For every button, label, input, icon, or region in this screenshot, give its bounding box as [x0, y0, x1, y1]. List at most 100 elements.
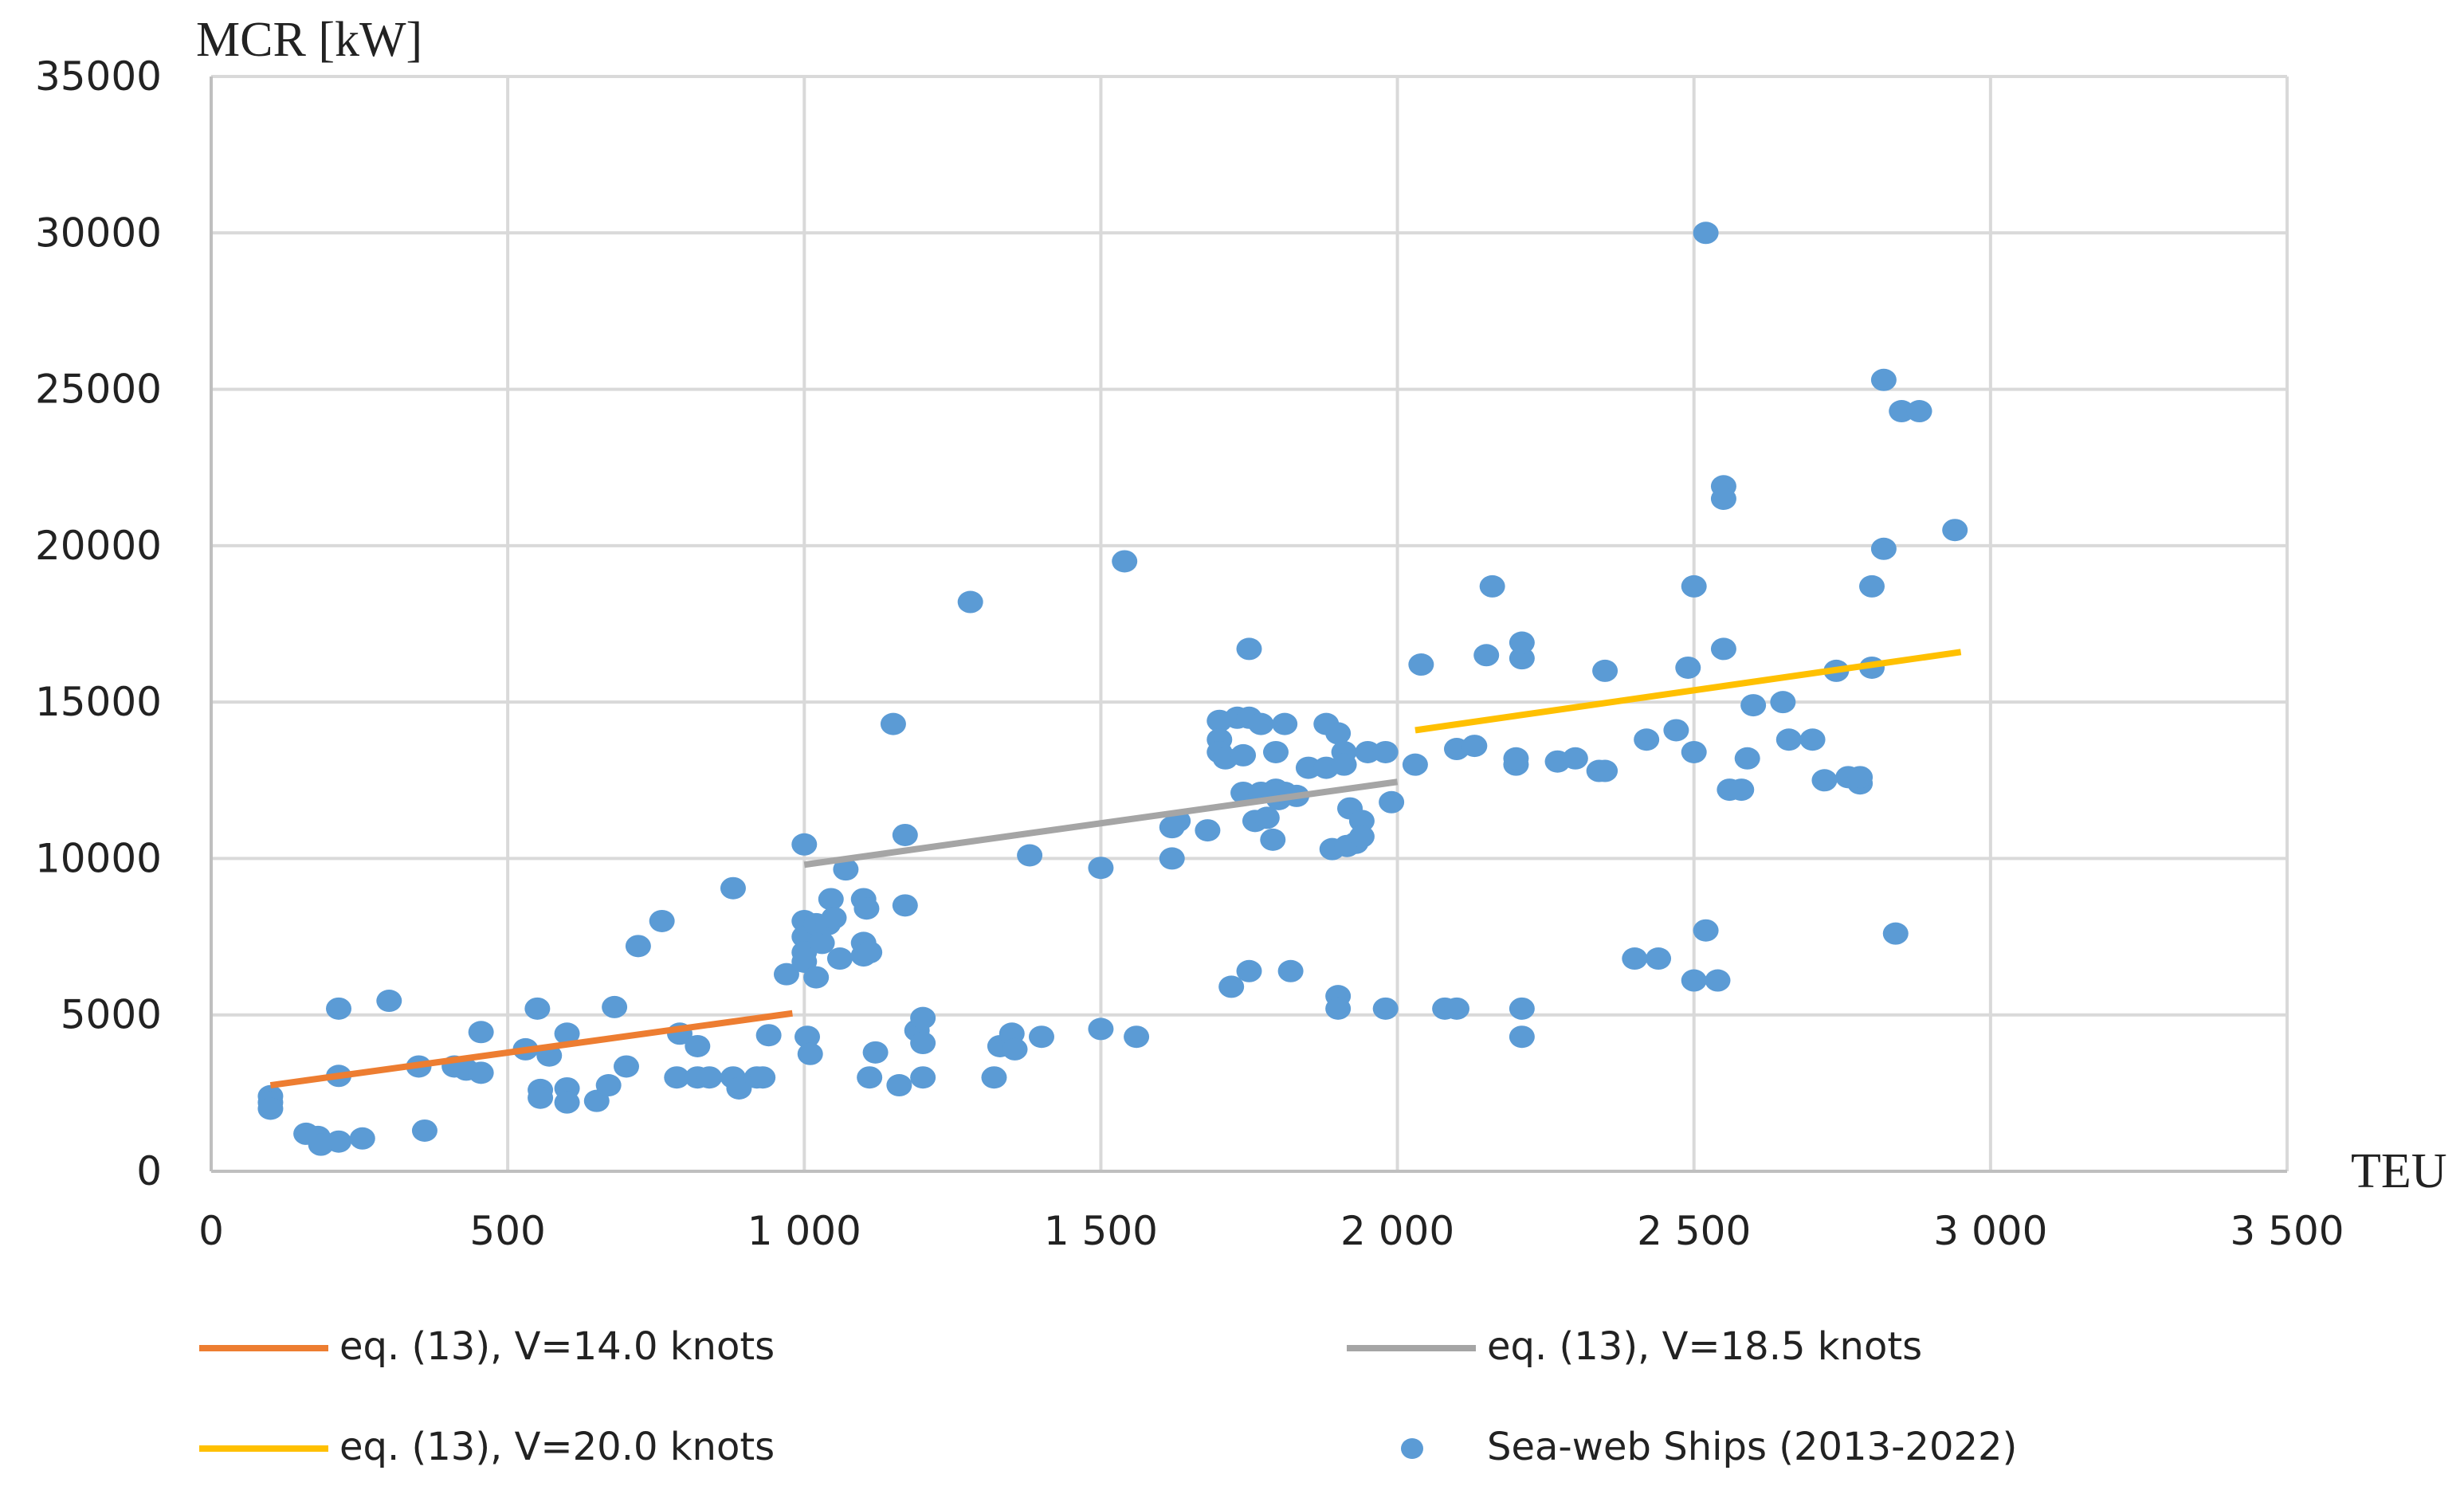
- data-point-80: [1088, 1018, 1114, 1041]
- data-point-156: [1693, 222, 1719, 245]
- data-point-169: [1811, 769, 1838, 792]
- data-point-56: [826, 947, 853, 970]
- x-tick-label-0: 0: [198, 1208, 224, 1254]
- data-point-180: [1906, 400, 1932, 423]
- data-point-107: [1272, 712, 1298, 735]
- data-point-127: [1372, 997, 1399, 1020]
- data-point-173: [1847, 766, 1874, 789]
- data-point-153: [1681, 574, 1707, 598]
- x-tick-label-2500: 2 500: [1637, 1208, 1751, 1254]
- data-point-142: [1509, 1025, 1535, 1049]
- data-point-151: [1663, 719, 1689, 742]
- legend: eq. (13), V=14.0 knots eq. (13), V=18.5 …: [199, 1324, 2017, 1469]
- data-point-28: [602, 995, 628, 1018]
- data-point-40: [750, 1066, 776, 1089]
- data-point-177: [1870, 537, 1897, 560]
- fit-line-2: [1414, 649, 1962, 734]
- data-point-72: [910, 1066, 936, 1089]
- x-tick-label-2000: 2 000: [1340, 1208, 1454, 1254]
- data-point-95: [1230, 743, 1257, 767]
- data-point-83: [1124, 1025, 1150, 1049]
- data-point-41: [755, 1024, 782, 1047]
- data-point-161: [1710, 637, 1736, 661]
- scatter-series: [257, 222, 1968, 1156]
- data-point-149: [1646, 947, 1672, 970]
- data-point-179: [1889, 400, 1915, 423]
- data-point-87: [1195, 819, 1221, 842]
- legend-label-v14: eq. (13), V=14.0 knots: [339, 1324, 775, 1369]
- x-axis-title: TEU: [2351, 1144, 2447, 1198]
- legend-label-v185: eq. (13), V=18.5 knots: [1487, 1324, 1922, 1369]
- fit-line-0: [269, 1010, 793, 1089]
- x-tick-label-3000: 3 000: [1933, 1208, 2047, 1254]
- data-point-18: [524, 997, 551, 1020]
- data-point-124: [1348, 825, 1375, 848]
- data-point-134: [1462, 735, 1488, 758]
- data-point-178: [1882, 922, 1909, 945]
- data-point-31: [664, 1066, 690, 1089]
- data-point-117: [1325, 997, 1352, 1020]
- data-point-147: [1592, 659, 1618, 682]
- legend-label-v20: eq. (13), V=20.0 knots: [339, 1425, 775, 1469]
- legend-marker-seaweb: [1401, 1438, 1423, 1459]
- data-point-27: [614, 1055, 639, 1078]
- data-point-115: [1325, 722, 1352, 745]
- data-point-132: [1444, 997, 1469, 1020]
- data-point-71: [910, 1032, 936, 1055]
- data-point-154: [1681, 740, 1707, 763]
- y-tick-label-25000: 25000: [35, 367, 162, 413]
- data-point-126: [1372, 740, 1399, 763]
- y-tick-label-35000: 35000: [35, 53, 162, 100]
- y-tick-label-5000: 5000: [61, 992, 162, 1038]
- vertical-gridlines: [506, 76, 2289, 1171]
- data-point-139: [1509, 647, 1535, 670]
- data-point-30: [649, 909, 675, 932]
- data-point-148: [1622, 947, 1648, 970]
- legend-label-seaweb: Sea-web Ships (2013-2022): [1487, 1425, 2017, 1469]
- legend-item-v185: eq. (13), V=18.5 knots: [1347, 1324, 1922, 1369]
- data-point-26: [595, 1074, 622, 1097]
- data-point-123: [1348, 810, 1375, 833]
- legend-item-v14: eq. (13), V=14.0 knots: [199, 1324, 775, 1369]
- data-point-100: [1248, 712, 1274, 735]
- data-point-55: [821, 907, 847, 930]
- data-point-74: [981, 1066, 1007, 1089]
- data-point-174: [1859, 574, 1885, 598]
- y-axis-title: MCR [kW]: [196, 13, 422, 67]
- data-point-111: [1295, 756, 1321, 779]
- data-point-81: [1088, 857, 1114, 880]
- data-point-152: [1675, 656, 1701, 679]
- data-point-165: [1740, 694, 1767, 717]
- data-point-54: [818, 888, 844, 911]
- data-point-65: [880, 712, 906, 735]
- data-point-61: [853, 897, 880, 920]
- data-point-136: [1479, 574, 1505, 598]
- data-point-168: [1799, 728, 1826, 751]
- data-point-128: [1379, 790, 1405, 814]
- data-point-97: [1236, 637, 1262, 661]
- data-point-164: [1734, 747, 1760, 770]
- data-point-24: [554, 1091, 580, 1114]
- data-point-167: [1775, 728, 1802, 751]
- data-point-144: [1562, 747, 1588, 770]
- data-point-102: [1254, 806, 1280, 829]
- data-point-63: [857, 1066, 883, 1089]
- horizontal-gridlines: [211, 75, 2287, 1017]
- data-point-73: [957, 590, 983, 614]
- data-point-92: [1218, 975, 1245, 998]
- data-point-119: [1331, 753, 1357, 776]
- legend-item-seaweb: Sea-web Ships (2013-2022): [1401, 1425, 2017, 1469]
- data-point-125: [1355, 740, 1381, 763]
- data-point-49: [797, 1042, 823, 1065]
- x-tick-label-3500: 3 500: [2230, 1208, 2344, 1254]
- data-point-2: [257, 1097, 284, 1120]
- data-point-67: [892, 894, 918, 917]
- data-point-158: [1705, 969, 1731, 992]
- data-point-9: [326, 997, 352, 1020]
- data-point-104: [1262, 740, 1289, 763]
- data-point-15: [468, 1061, 494, 1084]
- data-point-166: [1770, 691, 1796, 714]
- y-tick-label-0: 0: [136, 1148, 162, 1194]
- data-point-42: [773, 963, 799, 986]
- data-point-8: [411, 1119, 437, 1142]
